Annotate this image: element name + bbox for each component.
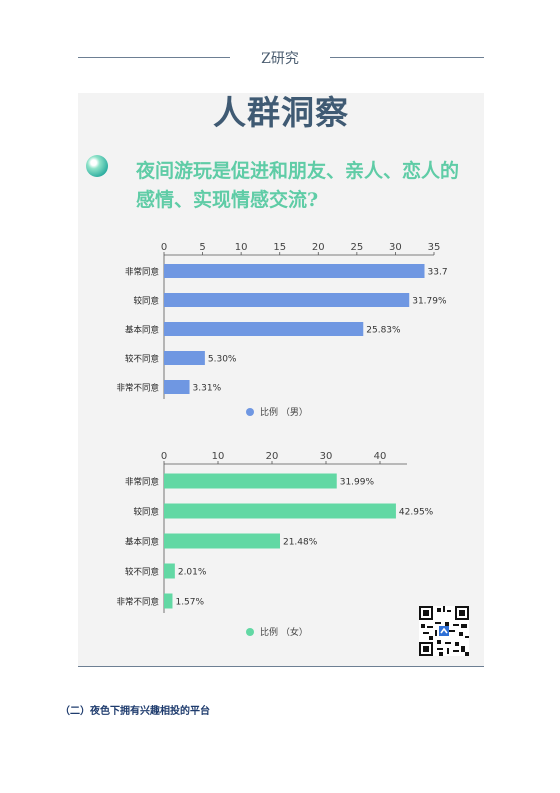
- category-label: 非常同意: [125, 267, 159, 278]
- bar: [164, 380, 190, 394]
- bar: [164, 503, 396, 519]
- brand-label: Z研究: [261, 51, 299, 67]
- data-label: 31.99%: [340, 478, 375, 488]
- x-tick-label: 35: [428, 242, 441, 253]
- category-label: 较不同意: [125, 567, 159, 578]
- legend-female: 比例 （女）: [246, 625, 308, 638]
- section-title: （二）夜色下拥有兴趣相投的平台: [60, 706, 210, 717]
- data-label: 21.48%: [283, 538, 318, 548]
- data-label: 31.79%: [412, 297, 447, 307]
- x-tick-label: 30: [320, 451, 333, 462]
- chart-female: 0 10 20 30 40 非常同意 31.99% 较同意 42.95% 基本同意 21.48% 较不…: [116, 451, 434, 613]
- bar: [164, 563, 175, 579]
- x-tick-label: 40: [374, 451, 387, 462]
- category-label: 较同意: [133, 296, 159, 307]
- data-label: 3.31%: [193, 384, 222, 394]
- bar: [164, 264, 425, 278]
- x-tick-label: 20: [266, 451, 279, 462]
- legend-label-female: 比例 （女）: [260, 628, 308, 638]
- data-label: 1.57%: [175, 598, 204, 608]
- data-label: 2.01%: [178, 568, 207, 578]
- data-label: 42.95%: [399, 508, 434, 518]
- category-label: 非常不同意: [116, 383, 159, 394]
- bar: [164, 322, 364, 336]
- qr-code-icon: [419, 606, 469, 656]
- bar: [164, 473, 337, 489]
- category-label: 基本同意: [125, 537, 159, 548]
- legend-male: 比例 （男）: [246, 405, 308, 418]
- x-tick-label: 20: [312, 242, 325, 253]
- bar: [164, 351, 205, 365]
- category-label: 基本同意: [125, 325, 159, 336]
- header-rule-left: [78, 57, 230, 58]
- legend-dot-male: [246, 407, 254, 416]
- bar: [164, 533, 280, 549]
- category-label: 非常同意: [125, 477, 159, 488]
- content-panel: [78, 93, 484, 666]
- x-tick-label: 10: [235, 242, 248, 253]
- x-tick-label: 30: [389, 242, 402, 253]
- category-label: 较不同意: [125, 354, 159, 365]
- x-tick-label: 0: [161, 242, 167, 253]
- x-tick-label: 5: [199, 242, 205, 253]
- data-label: 33.7: [428, 268, 448, 278]
- data-label: 25.83%: [366, 326, 401, 336]
- x-tick-label: 10: [212, 451, 225, 462]
- chart-male: 0 5 10 15 20 25 30 35 非常同意 33.7 较同意 31.79% 基本同意 25.83…: [116, 242, 448, 399]
- bar: [164, 593, 173, 609]
- x-tick-label: 25: [350, 242, 363, 253]
- category-label: 较同意: [133, 507, 159, 518]
- bubble-icon: [86, 155, 108, 177]
- x-tick-label: 15: [273, 242, 286, 253]
- legend-dot-female: [246, 627, 254, 636]
- question-text: 夜间游玩是促进和朋友、亲人、恋人的感情、实现情感交流?: [136, 160, 460, 211]
- header-rule-right: [330, 57, 484, 58]
- page-title: 人群洞察: [213, 93, 349, 132]
- x-tick-label: 0: [161, 451, 167, 462]
- data-label: 5.30%: [208, 355, 237, 365]
- bar: [164, 293, 410, 307]
- footer-rule: [78, 666, 484, 667]
- category-label: 非常不同意: [116, 597, 159, 608]
- legend-label-male: 比例 （男）: [260, 408, 308, 418]
